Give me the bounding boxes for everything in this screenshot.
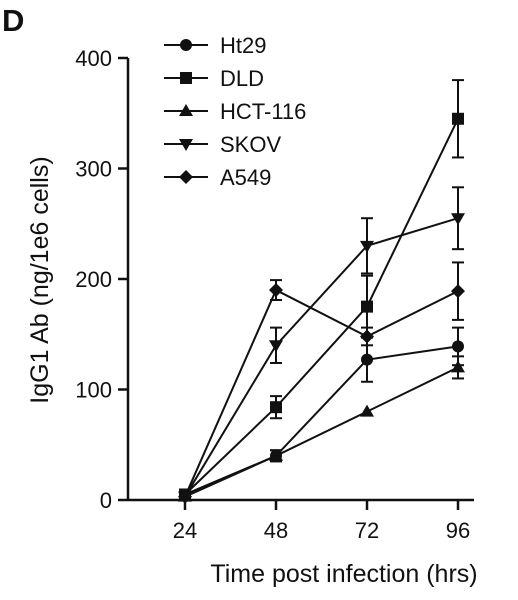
data-point xyxy=(269,448,283,461)
panel-label: D xyxy=(2,3,24,38)
data-point xyxy=(360,329,374,344)
series-hct-116 xyxy=(178,355,465,502)
data-point xyxy=(269,283,283,298)
legend-marker xyxy=(179,104,193,116)
series-a549 xyxy=(178,261,465,504)
data-point xyxy=(452,112,464,125)
series-skov xyxy=(178,186,465,504)
legend-item-skov: SKOV xyxy=(164,132,281,157)
y-tick-label: 400 xyxy=(75,46,112,71)
series-dld xyxy=(179,79,464,501)
data-point xyxy=(451,360,465,373)
x-tick-label: 24 xyxy=(173,518,197,543)
data-point xyxy=(361,300,373,313)
legend-label: A549 xyxy=(220,165,271,190)
y-tick-label: 0 xyxy=(100,488,112,513)
legend: Ht29 DLD HCT-116 SKOV A549 xyxy=(164,33,306,190)
series-line xyxy=(184,118,459,496)
legend-marker xyxy=(179,139,193,151)
x-tick-label: 72 xyxy=(355,518,379,543)
series-line xyxy=(184,366,459,498)
legend-marker xyxy=(180,39,192,51)
x-tick-label: 48 xyxy=(264,518,288,543)
legend-marker xyxy=(180,72,192,84)
data-point xyxy=(361,353,373,366)
legend-item-ht29: Ht29 xyxy=(164,33,266,58)
y-tick-label: 100 xyxy=(75,378,112,403)
legend-marker xyxy=(179,170,193,184)
series-line xyxy=(184,217,459,498)
legend-item-dld: DLD xyxy=(164,66,264,91)
y-axis-title: IgG1 Ab (ng/1e6 cells) xyxy=(26,156,54,403)
data-point xyxy=(270,401,282,414)
series-layer xyxy=(178,79,465,504)
data-point xyxy=(360,404,374,417)
x-tick-label: 96 xyxy=(446,518,470,543)
data-point xyxy=(269,340,283,353)
y-tick-label: 200 xyxy=(75,267,112,292)
series-line xyxy=(184,345,459,496)
legend-label: DLD xyxy=(220,66,264,91)
data-point xyxy=(451,284,465,299)
data-point xyxy=(178,489,192,504)
legend-label: HCT-116 xyxy=(220,99,306,124)
legend-label: SKOV xyxy=(220,132,281,157)
x-axis-title: Time post infection (hrs) xyxy=(210,560,477,588)
legend-item-hct-116: HCT-116 xyxy=(164,99,306,124)
legend-item-a549: A549 xyxy=(164,165,271,190)
data-point xyxy=(452,340,464,353)
legend-label: Ht29 xyxy=(220,33,266,58)
y-tick-label: 300 xyxy=(75,157,112,182)
data-point xyxy=(360,240,374,253)
series-line xyxy=(184,288,459,498)
data-point xyxy=(451,213,465,226)
